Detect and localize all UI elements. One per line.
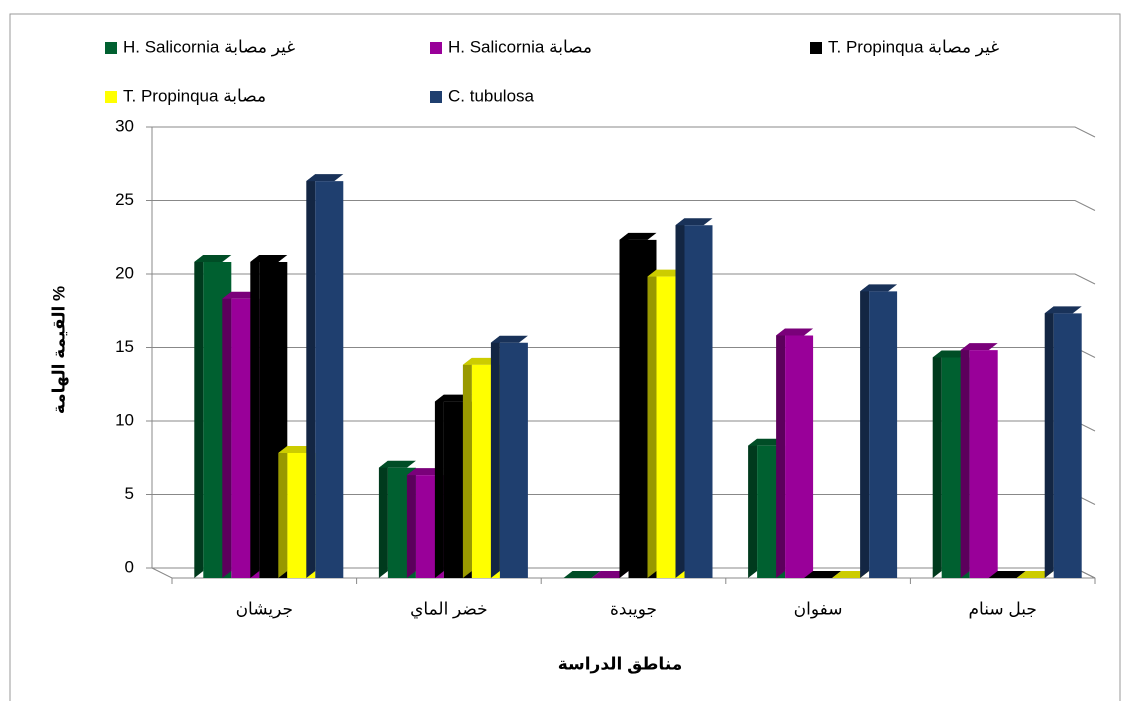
y-tick-label: 20 [115, 263, 134, 282]
legend-swatch [105, 42, 117, 54]
legend-swatch [810, 42, 822, 54]
bar-face [434, 394, 444, 578]
bar-face [490, 335, 500, 578]
grid-line [152, 273, 1096, 285]
legend-label: H. Salicornia غير مصابة [123, 37, 295, 56]
bar [960, 343, 998, 578]
bar [490, 335, 528, 578]
bar-face [988, 571, 1026, 578]
bar-face [1044, 306, 1054, 578]
bar-face [619, 232, 629, 578]
bar-face [194, 254, 232, 262]
y-tick-label: 30 [115, 116, 134, 135]
bar-face [378, 460, 388, 578]
bar-face [960, 343, 998, 351]
bar-face [776, 328, 814, 336]
bar-face [250, 254, 260, 578]
legend-label: T. Propinqua مصابة [123, 86, 266, 105]
legend-label: T. Propinqua غير مصابة [828, 37, 999, 56]
x-tick-label: خضر الماي [410, 599, 488, 619]
bar-face [1044, 306, 1082, 314]
bar-face [278, 446, 288, 578]
bar-face [222, 291, 260, 299]
bar-face [684, 225, 713, 578]
x-tick-label: جبل سنام [969, 599, 1037, 618]
bar-face [832, 571, 870, 578]
bar [563, 571, 601, 578]
bar-face [776, 328, 786, 578]
y-tick-label: 15 [115, 337, 134, 356]
bar-face [647, 269, 657, 578]
bar-face [306, 174, 344, 182]
bar-face [804, 571, 842, 578]
bar-face [406, 468, 444, 476]
legend-label: C. tubulosa [448, 86, 535, 105]
bar-face [591, 571, 629, 578]
x-axis-title: مناطق الدراسة [558, 654, 683, 674]
bar-face [1016, 571, 1054, 578]
bar-face [406, 468, 416, 578]
bar [306, 174, 344, 578]
bar-face [462, 357, 472, 578]
x-tick-label: سفوان [794, 599, 843, 618]
bar-face [860, 284, 898, 292]
bar-face [785, 335, 814, 578]
y-tick-label: 25 [115, 190, 134, 209]
bar-face [278, 446, 316, 454]
bar-face [250, 254, 288, 262]
bar [591, 571, 629, 578]
y-tick-label: 5 [125, 484, 134, 503]
bar-face [1053, 313, 1082, 578]
legend-swatch [105, 91, 117, 103]
y-axis-title: القيمة الهامة % [49, 286, 69, 414]
bar-face [748, 438, 758, 578]
x-tick-label: جويبدة [610, 599, 657, 618]
bar-face [932, 350, 970, 358]
x-tick-label: جريشان [236, 599, 293, 618]
bar-face [860, 284, 870, 578]
bar-face [563, 571, 601, 578]
legend-swatch [430, 91, 442, 103]
bar-face [490, 335, 528, 343]
bar [675, 218, 713, 578]
bar-face [748, 438, 786, 446]
grid-line [152, 126, 1096, 138]
bar [832, 571, 870, 578]
bar-face [194, 254, 204, 578]
bar [1044, 306, 1082, 578]
grid-line [152, 200, 1096, 211]
bar-face [619, 232, 657, 240]
bar [1016, 571, 1054, 578]
bar-face [675, 218, 713, 226]
bar-face [378, 460, 416, 468]
bar-face [647, 269, 685, 277]
bar [860, 284, 898, 578]
bar-face [434, 394, 472, 402]
bar-face [222, 291, 232, 578]
bar-face [960, 343, 970, 578]
bar [988, 571, 1026, 578]
y-tick-label: 0 [125, 557, 134, 576]
y-tick-label: 10 [115, 410, 134, 429]
legend-label: H. Salicornia مصابة [448, 37, 592, 56]
bar [776, 328, 814, 578]
bar-face [315, 181, 344, 578]
bar-face [675, 218, 685, 578]
bar-face [306, 174, 316, 578]
bar-face [932, 350, 942, 578]
bar-face [499, 342, 528, 578]
bar-face [869, 291, 898, 578]
bar-face [969, 350, 998, 578]
bar [804, 571, 842, 578]
bar-face [462, 357, 500, 365]
legend-swatch [430, 42, 442, 54]
